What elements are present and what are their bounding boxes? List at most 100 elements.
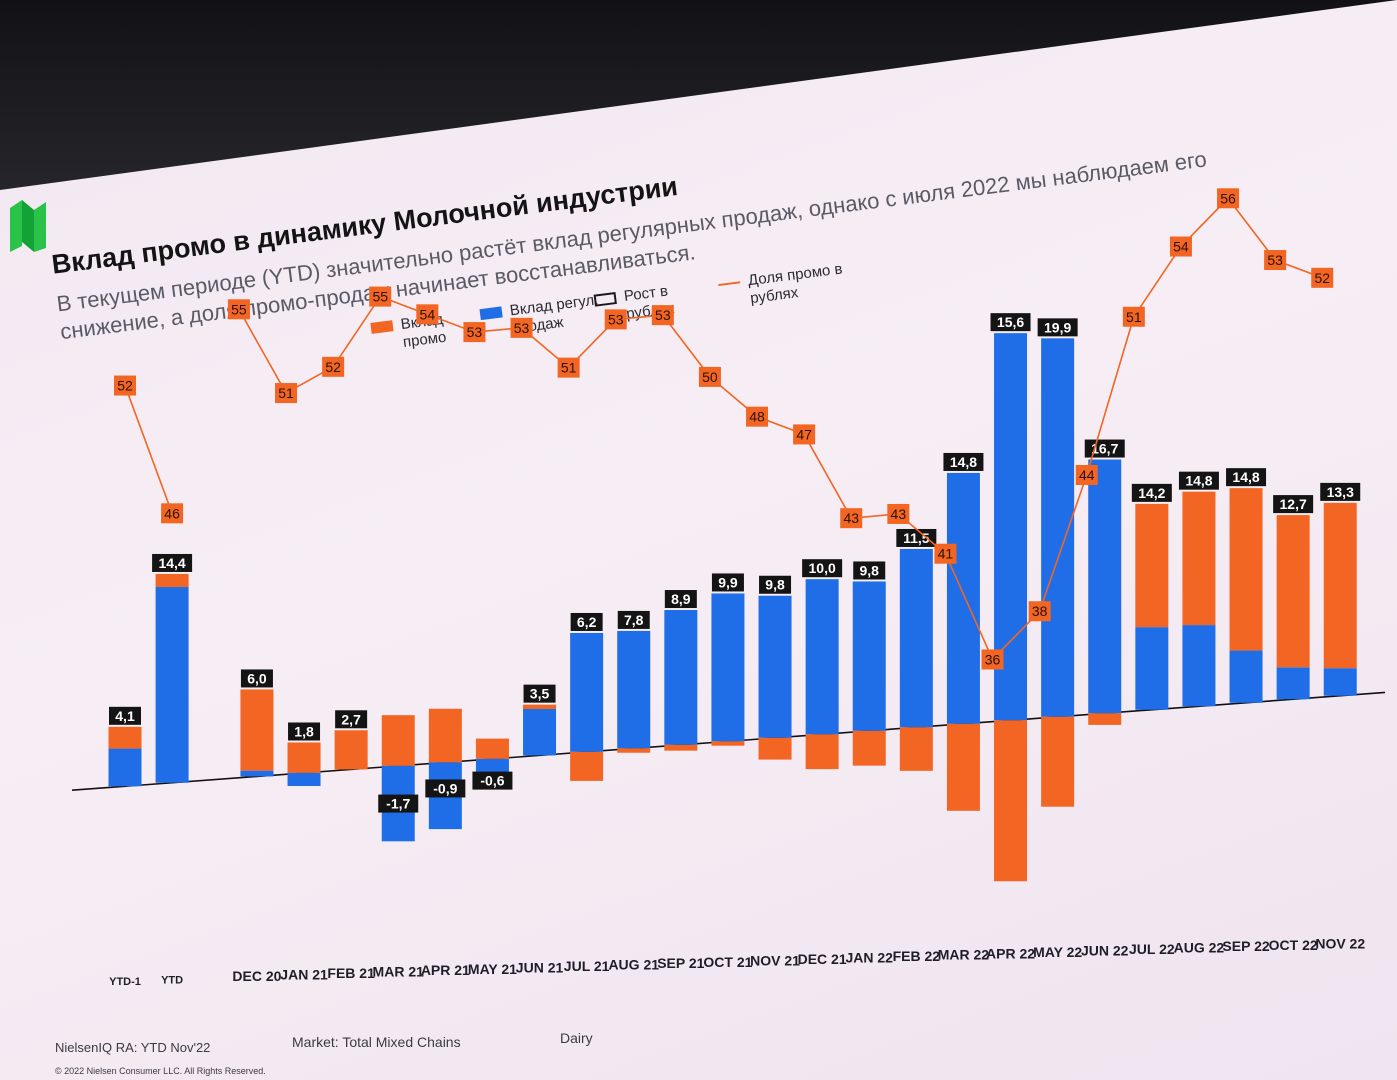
x-tick-5: MAR 21 xyxy=(373,964,425,980)
bar-regular-3 xyxy=(287,772,321,786)
brand-logo xyxy=(10,200,46,252)
bar-regular-22 xyxy=(1182,625,1216,707)
growth-label-10: 7,8 xyxy=(624,612,644,628)
growth-label-box-4 xyxy=(335,710,368,729)
promo-share-label-10: 51 xyxy=(561,360,577,376)
promo-share-label-18: 41 xyxy=(938,546,954,562)
promo-share-marker-5 xyxy=(322,356,345,377)
promo-share-marker-13 xyxy=(698,366,721,387)
bar-regular-24 xyxy=(1276,667,1310,700)
growth-label-box-5 xyxy=(378,794,419,813)
bar-promo-19 xyxy=(1041,716,1075,807)
promo-share-label-13: 50 xyxy=(702,369,718,385)
growth-label-box-0 xyxy=(109,706,141,725)
growth-label-box-8 xyxy=(523,684,556,703)
promo-share-label-12: 53 xyxy=(655,307,671,323)
promo-share-label-1: 46 xyxy=(164,505,180,521)
promo-share-label-4: 51 xyxy=(278,385,294,401)
growth-label-box-9 xyxy=(570,612,603,631)
growth-label-box-14 xyxy=(802,559,843,578)
growth-label-box-2 xyxy=(240,669,273,688)
x-tick-3: JAN 21 xyxy=(280,966,328,982)
promo-share-label-3: 55 xyxy=(231,301,247,317)
growth-label-box-25 xyxy=(1320,482,1361,501)
promo-share-marker-8 xyxy=(463,322,486,343)
bar-promo-1 xyxy=(155,573,189,588)
promo-share-marker-21 xyxy=(1075,464,1098,485)
promo-share-marker-15 xyxy=(793,424,816,445)
x-tick-1: YTD xyxy=(161,974,183,986)
bar-regular-13 xyxy=(758,595,792,738)
promo-share-marker-24 xyxy=(1217,188,1240,209)
bar-regular-23 xyxy=(1229,650,1263,703)
promo-share-label-16: 43 xyxy=(843,510,859,526)
footer-market: Market: Total Mixed Chains xyxy=(292,1034,461,1050)
growth-label-box-13 xyxy=(759,575,792,594)
promo-share-label-15: 47 xyxy=(796,426,812,442)
promo-share-label-20: 38 xyxy=(1032,603,1048,619)
bar-promo-16 xyxy=(899,727,933,771)
promo-share-label-24: 56 xyxy=(1220,190,1236,206)
growth-label-20: 16,7 xyxy=(1091,441,1118,457)
promo-share-marker-11 xyxy=(604,309,627,330)
x-tick-12: OCT 21 xyxy=(703,954,752,970)
promo-share-label-9: 53 xyxy=(514,320,530,336)
growth-label-box-12 xyxy=(711,573,744,592)
x-tick-18: APR 22 xyxy=(986,945,1035,961)
promo-share-marker-3 xyxy=(227,299,250,320)
bar-promo-6 xyxy=(428,708,462,763)
growth-label-15: 9,8 xyxy=(860,562,880,578)
promo-share-label-25: 53 xyxy=(1267,252,1283,268)
bar-regular-15 xyxy=(852,581,886,731)
growth-label-box-19 xyxy=(1037,318,1078,337)
growth-label-5: -1,7 xyxy=(386,796,410,812)
promo-share-marker-9 xyxy=(510,317,533,338)
x-tick-6: APR 21 xyxy=(421,962,470,978)
bar-promo-13 xyxy=(758,737,792,760)
growth-label-box-15 xyxy=(853,561,886,580)
growth-label-box-21 xyxy=(1131,483,1172,502)
promo-share-label-11: 53 xyxy=(608,311,624,327)
promo-share-marker-26 xyxy=(1311,267,1334,288)
bar-promo-3 xyxy=(287,742,321,773)
bar-regular-9 xyxy=(570,632,604,752)
bar-promo-10 xyxy=(617,748,651,753)
promo-share-label-7: 54 xyxy=(420,306,436,322)
growth-label-box-20 xyxy=(1084,439,1125,458)
bar-regular-11 xyxy=(664,610,698,745)
promo-share-label-19: 36 xyxy=(985,651,1001,667)
bar-regular-1 xyxy=(155,587,189,783)
x-tick-20: JUN 22 xyxy=(1081,942,1129,958)
growth-label-21: 14,2 xyxy=(1138,485,1165,501)
promo-share-marker-17 xyxy=(887,503,910,524)
bar-promo-14 xyxy=(805,734,839,770)
promo-share-marker-22 xyxy=(1122,306,1145,327)
promo-share-label-23: 54 xyxy=(1173,239,1189,255)
growth-label-box-1 xyxy=(152,553,193,572)
x-tick-9: JUL 21 xyxy=(564,958,610,974)
growth-label-8: 3,5 xyxy=(530,686,550,702)
promo-share-marker-10 xyxy=(557,357,580,378)
growth-label-24: 12,7 xyxy=(1280,496,1307,512)
bar-regular-20 xyxy=(1088,459,1122,714)
bar-promo-22 xyxy=(1182,491,1216,626)
growth-label-box-23 xyxy=(1226,468,1267,487)
x-tick-19: MAY 22 xyxy=(1033,944,1082,960)
bar-promo-12 xyxy=(711,741,745,746)
promo-share-marker-12 xyxy=(651,305,674,326)
promo-share-marker-19 xyxy=(981,649,1004,670)
bar-promo-11 xyxy=(664,744,698,751)
promo-share-marker-23 xyxy=(1169,236,1192,257)
promo-share-marker-1 xyxy=(161,503,184,524)
growth-label-18: 15,6 xyxy=(997,314,1024,330)
x-tick-10: AUG 21 xyxy=(608,957,659,973)
promo-share-marker-14 xyxy=(746,406,769,427)
x-tick-24: OCT 22 xyxy=(1269,937,1318,953)
growth-label-17: 14,8 xyxy=(950,454,977,470)
x-tick-16: FEB 22 xyxy=(893,948,941,964)
growth-label-12: 9,9 xyxy=(718,574,738,590)
growth-label-7: -0,6 xyxy=(480,773,504,789)
bar-promo-4 xyxy=(334,730,368,770)
promo-share-label-26: 52 xyxy=(1314,270,1330,286)
